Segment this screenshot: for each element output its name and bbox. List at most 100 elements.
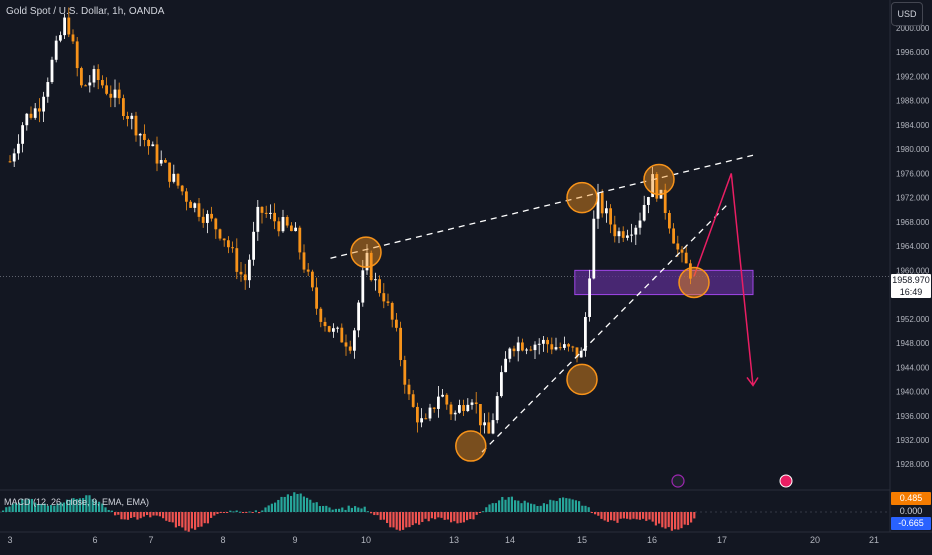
candle-up bbox=[353, 330, 356, 351]
candle-down bbox=[176, 173, 180, 186]
candle-down bbox=[529, 349, 533, 351]
candle-down bbox=[210, 213, 213, 219]
macd-histogram-bar bbox=[635, 512, 638, 520]
macd-histogram-bar bbox=[43, 503, 46, 512]
candle-up bbox=[504, 358, 507, 373]
macd-histogram-bar bbox=[610, 512, 613, 521]
candle-up bbox=[495, 396, 499, 421]
macd-histogram-bar bbox=[475, 512, 478, 515]
macd-histogram-bar bbox=[446, 512, 449, 520]
macd-histogram-bar bbox=[363, 506, 366, 512]
candle-up bbox=[428, 407, 432, 419]
macd-histogram-bar bbox=[357, 507, 360, 512]
macd-histogram-bar bbox=[85, 495, 88, 512]
macd-histogram-bar bbox=[50, 504, 53, 512]
candle-up bbox=[248, 259, 251, 281]
candle-up bbox=[596, 192, 600, 219]
macd-histogram-bar bbox=[350, 507, 353, 512]
macd-histogram-bar bbox=[450, 512, 453, 523]
macd-histogram-bar bbox=[373, 512, 376, 516]
macd-histogram-bar bbox=[152, 512, 155, 516]
y-tick-label: 1944.000 bbox=[896, 363, 930, 372]
macd-histogram-bar bbox=[34, 502, 37, 512]
candle-up bbox=[605, 208, 608, 214]
marked-point-circle bbox=[566, 363, 598, 396]
macd-histogram-bar bbox=[328, 507, 331, 512]
candle-up bbox=[365, 252, 369, 271]
macd-histogram-bar bbox=[261, 510, 264, 512]
macd-histogram-bar bbox=[2, 510, 5, 512]
macd-histogram-bar bbox=[632, 512, 635, 519]
macd-histogram-bar bbox=[274, 502, 277, 512]
macd-histogram-bar bbox=[322, 505, 325, 512]
macd-value-bottom: -0.665 bbox=[891, 517, 931, 530]
upper-trendline bbox=[330, 154, 754, 259]
candle-down bbox=[311, 271, 314, 288]
candle-up bbox=[466, 404, 470, 412]
candle-down bbox=[75, 41, 79, 69]
candle-down bbox=[96, 69, 100, 81]
macd-histogram-bar bbox=[389, 512, 392, 528]
macd-histogram-bar bbox=[194, 512, 197, 530]
candle-up bbox=[12, 153, 16, 162]
macd-histogram-bar bbox=[347, 505, 350, 512]
candle-up bbox=[17, 143, 20, 154]
macd-histogram-bar bbox=[603, 512, 606, 521]
macd-histogram-bar bbox=[254, 510, 257, 512]
candle-down bbox=[689, 263, 692, 279]
macd-histogram-bar bbox=[654, 512, 657, 526]
candle-down bbox=[122, 98, 125, 117]
candle-up bbox=[441, 394, 444, 397]
candle-down bbox=[84, 85, 87, 87]
candle-down bbox=[235, 248, 239, 272]
macd-histogram-bar bbox=[187, 512, 190, 532]
macd-histogram-bar bbox=[382, 512, 385, 520]
candle-down bbox=[189, 201, 192, 208]
candle-down bbox=[340, 327, 344, 343]
macd-histogram-bar bbox=[565, 498, 568, 512]
candle-down bbox=[227, 240, 230, 248]
macd-histogram-bar bbox=[98, 501, 101, 512]
candle-up bbox=[269, 212, 272, 214]
macd-histogram-bar bbox=[341, 507, 344, 512]
candle-down bbox=[197, 203, 201, 217]
x-tick-label: 20 bbox=[810, 535, 820, 545]
macd-histogram-bar bbox=[549, 499, 552, 512]
x-tick-label: 9 bbox=[292, 535, 297, 545]
macd-histogram-bar bbox=[24, 499, 27, 512]
macd-histogram-bar bbox=[222, 512, 225, 513]
macd-histogram-bar bbox=[155, 512, 158, 516]
candle-up bbox=[563, 344, 566, 348]
candle-down bbox=[684, 252, 688, 264]
macd-histogram-bar bbox=[11, 503, 14, 512]
macd-histogram-bar bbox=[18, 502, 21, 512]
macd-histogram-bar bbox=[146, 512, 149, 516]
currency-button[interactable]: USD bbox=[891, 2, 923, 26]
macd-histogram-bar bbox=[651, 512, 654, 522]
macd-histogram-bar bbox=[584, 505, 587, 512]
candle-up bbox=[252, 231, 255, 260]
macd-histogram-bar bbox=[165, 512, 168, 521]
macd-histogram-bar bbox=[392, 512, 395, 528]
macd-histogram-bar bbox=[238, 511, 241, 513]
candle-down bbox=[105, 85, 108, 94]
candle-up bbox=[294, 227, 297, 232]
candle-up bbox=[172, 173, 176, 182]
macd-histogram-bar bbox=[126, 512, 129, 520]
macd-histogram-bar bbox=[626, 512, 629, 519]
macd-histogram-bar bbox=[398, 512, 401, 531]
macd-histogram-bar bbox=[491, 503, 494, 512]
macd-histogram-bar bbox=[27, 498, 30, 512]
marked-point-circle bbox=[566, 181, 598, 214]
candle-down bbox=[155, 144, 159, 164]
candle-down bbox=[29, 113, 33, 118]
macd-histogram-bar bbox=[485, 507, 488, 512]
macd-histogram-bar bbox=[670, 512, 673, 531]
macd-histogram-bar bbox=[53, 505, 56, 512]
x-tick-label: 7 bbox=[148, 535, 153, 545]
candle-up bbox=[638, 220, 642, 228]
macd-histogram-bar bbox=[622, 512, 625, 519]
macd-histogram-bar bbox=[59, 502, 62, 512]
